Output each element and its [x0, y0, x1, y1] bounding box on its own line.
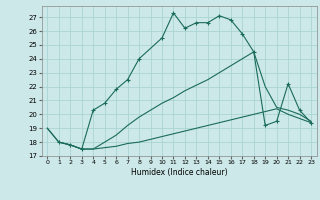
X-axis label: Humidex (Indice chaleur): Humidex (Indice chaleur) — [131, 168, 228, 177]
